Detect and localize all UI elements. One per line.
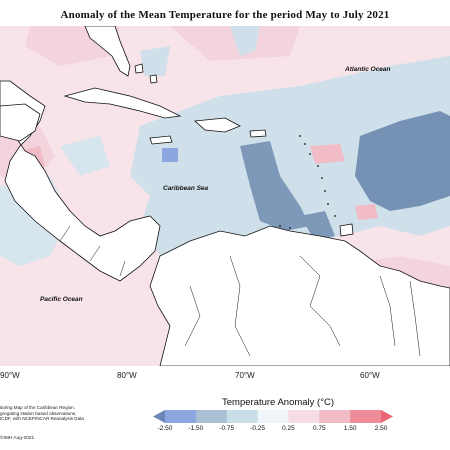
legend-colorbar xyxy=(153,410,393,423)
border-line xyxy=(409,280,421,357)
border-line xyxy=(379,275,396,347)
border-line xyxy=(299,255,341,347)
border-line xyxy=(59,225,126,277)
border-line xyxy=(184,285,201,347)
footnote-line: gregating station based observations, xyxy=(0,410,77,416)
bahamas-land xyxy=(134,63,144,74)
legend-tick-label: 1.50 xyxy=(343,425,357,432)
legend-swatch xyxy=(350,410,382,423)
hispaniola-land xyxy=(194,117,241,133)
legend-swatch xyxy=(195,410,228,423)
copyright-text: ©IMH Aug-2021 xyxy=(0,436,35,441)
cool-anomaly-area xyxy=(140,46,170,76)
legend-tick-label: 0.75 xyxy=(312,425,326,432)
warm-anomaly-area xyxy=(170,26,300,61)
cool-anomaly-area xyxy=(240,141,310,231)
trinidad-land xyxy=(339,223,354,237)
warm-anomaly-area xyxy=(355,204,378,220)
legend-tick-label: 0.25 xyxy=(282,425,295,432)
legend-swatch xyxy=(319,410,351,423)
atlantic-label: Atlantic Ocean xyxy=(344,66,391,73)
footnote-line: ICDF, with NCEP/NCAR Reanalysis Data xyxy=(0,416,84,422)
legend-tick-label: -2.50 xyxy=(157,425,173,432)
cool-anomaly-area xyxy=(230,26,260,56)
legend-swatch xyxy=(153,410,165,423)
jamaica-land xyxy=(149,135,173,145)
legend-tick-label: 2.50 xyxy=(374,425,388,432)
legend-swatch xyxy=(381,410,393,423)
map-title: Anomaly of the Mean Temperature for the … xyxy=(60,9,390,21)
legend-swatch xyxy=(165,410,197,423)
longitude-label: 60°W xyxy=(360,371,380,380)
cool-anomaly-area xyxy=(60,136,110,176)
south-america-land xyxy=(149,225,450,366)
legend-tick-label: -0.75 xyxy=(219,425,235,432)
border-line xyxy=(229,255,251,357)
cuba-land xyxy=(63,87,182,119)
legend-swatch xyxy=(288,410,320,423)
longitude-label: 80°W xyxy=(117,371,137,380)
yucatan-land xyxy=(0,103,41,142)
caribbean-label: Caribbean Sea xyxy=(163,185,209,192)
bahamas-land xyxy=(149,74,158,84)
cool-anomaly-area xyxy=(355,111,450,211)
puerto-rico-land xyxy=(249,129,267,138)
legend-tick-label: -1.50 xyxy=(188,425,204,432)
pacific-label: Pacific Ocean xyxy=(40,296,83,303)
lesser-antilles xyxy=(279,135,336,229)
land-masses xyxy=(0,26,450,366)
cool-anomaly-area xyxy=(162,148,178,162)
warm-anomaly-area xyxy=(310,144,345,164)
longitude-label: 90°W xyxy=(0,371,20,380)
legend-title: Temperature Anomaly (°C) xyxy=(222,397,335,408)
legend-tick-label: -0.25 xyxy=(250,425,265,432)
legend-swatch xyxy=(226,410,259,423)
footnote: itoring Map of the Caribbean Region. gre… xyxy=(0,405,112,422)
central-america-land xyxy=(0,80,161,282)
cool-anomaly-area xyxy=(300,211,335,241)
florida-land xyxy=(84,26,131,77)
longitude-label: 70°W xyxy=(235,371,255,380)
anomaly-map: Atlantic Ocean Caribbean Sea Pacific Oce… xyxy=(0,26,450,366)
country-borders xyxy=(59,225,421,357)
footnote-line: itoring Map of the Caribbean Region. xyxy=(0,405,76,410)
legend-swatch xyxy=(257,410,289,423)
